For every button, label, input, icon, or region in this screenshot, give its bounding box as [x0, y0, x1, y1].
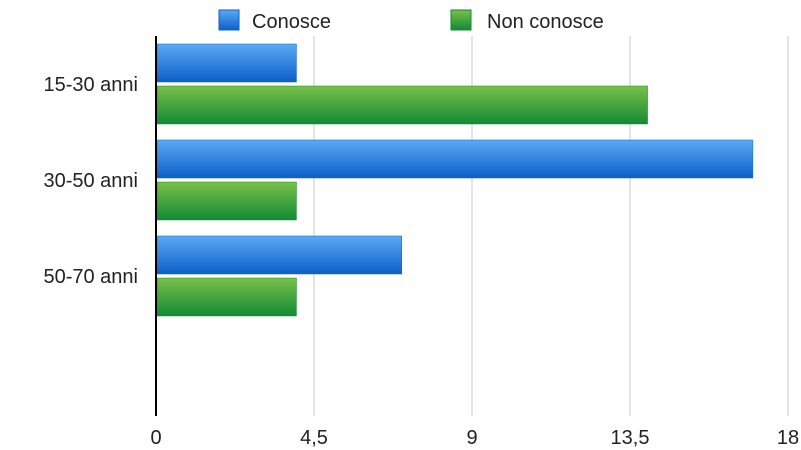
bar-conosce-0	[156, 43, 297, 83]
legend-label-conosce: Conosce	[252, 11, 331, 33]
legend: Conosce Non conosce	[218, 9, 604, 33]
bar-non-conosce-2	[156, 277, 297, 317]
legend-swatch-non-conosce	[450, 9, 472, 31]
bar-non-conosce-1	[156, 181, 297, 221]
x-tick-label: 0	[150, 427, 161, 449]
legend-label-non-conosce: Non conosce	[487, 11, 604, 33]
x-tick-label: 13,5	[611, 427, 650, 449]
category-label: 15-30 anni	[43, 74, 138, 96]
category-label: 30-50 anni	[43, 170, 138, 192]
legend-swatch-conosce	[218, 9, 240, 31]
x-tick-label: 4,5	[300, 427, 328, 449]
bars	[156, 43, 754, 317]
x-tick-labels: 0 4,5 9 13,5 18	[150, 427, 799, 449]
bar-conosce-1	[156, 139, 754, 179]
bar-non-conosce-0	[156, 85, 648, 125]
x-tick-label: 9	[466, 427, 477, 449]
x-tick-label: 18	[777, 427, 799, 449]
category-labels: 15-30 anni 30-50 anni 50-70 anni	[43, 74, 138, 288]
bar-conosce-2	[156, 235, 403, 275]
category-label: 50-70 anni	[43, 266, 138, 288]
